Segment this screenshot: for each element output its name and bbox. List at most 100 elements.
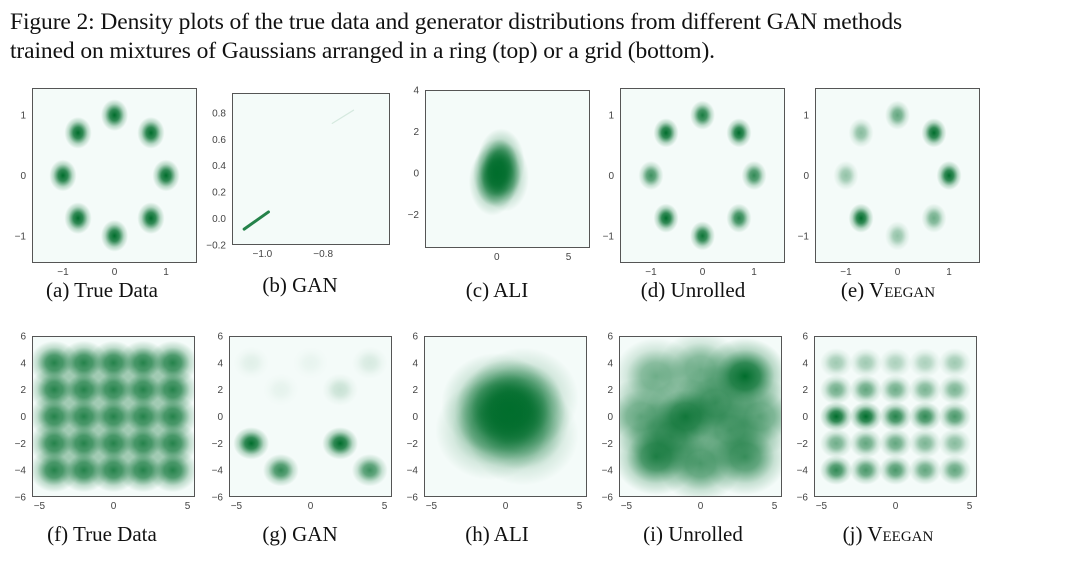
density-mode <box>137 202 165 235</box>
y-tick-label: 2 <box>607 385 613 396</box>
density-mode <box>233 346 270 380</box>
y-tick-label: 0 <box>607 412 613 423</box>
density-mode <box>819 428 853 459</box>
y-tick-label: 4 <box>20 358 26 369</box>
density-mode <box>921 203 947 233</box>
density-mode <box>908 374 942 405</box>
density-mode <box>741 160 767 191</box>
density-plot-f: −5 0 5 6 4 2 0 −2 −4 −6 <box>15 332 195 512</box>
y-tick-label: −4 <box>15 466 27 477</box>
density-mode <box>879 374 912 405</box>
x-tick-label: 5 <box>772 501 778 512</box>
density-mode <box>849 455 883 485</box>
x-tick-label: 0 <box>698 501 704 512</box>
density-mode <box>100 219 129 252</box>
density-mode <box>885 100 910 130</box>
y-tick-label: 4 <box>802 358 808 369</box>
density-mode <box>908 348 942 378</box>
plot-frame <box>815 88 980 263</box>
subfigure-prefix: (e) V <box>840 278 885 302</box>
density-plot-i: −5 0 5 6 4 2 0 −2 −4 −6 <box>602 332 782 512</box>
x-tick-label: 0 <box>700 267 706 278</box>
x-tick-label: −5 <box>426 501 438 512</box>
y-tick-label: 0 <box>412 412 418 423</box>
density-mode <box>848 118 874 148</box>
density-mode <box>908 428 942 459</box>
y-tick-label: 0.2 <box>212 188 226 199</box>
y-tick-label: −4 <box>602 466 614 477</box>
density-mode <box>885 221 910 251</box>
subfigure-prefix: (h) ALI <box>465 522 529 546</box>
density-mode <box>819 374 853 405</box>
density-mode <box>879 401 912 432</box>
y-tick-label: −1 <box>603 231 615 242</box>
density-mode <box>690 100 715 130</box>
density-mode <box>653 118 679 148</box>
y-tick-label: −2 <box>15 439 27 450</box>
density-mode <box>292 346 329 380</box>
density-plot-d: −1 0 1 1 0 −1 <box>603 88 785 278</box>
plot-frame <box>424 336 587 497</box>
density-mode <box>938 455 972 485</box>
density-mode <box>628 398 714 475</box>
plot-frame <box>229 336 392 497</box>
subfigure-prefix: (b) GAN <box>262 273 338 297</box>
y-tick-label: −2 <box>408 210 420 221</box>
density-plot-j: −5 0 5 6 4 2 0 −2 −4 −6 <box>797 332 977 512</box>
x-tick-label: 1 <box>946 267 952 278</box>
density-mode <box>690 221 715 251</box>
y-tick-label: −4 <box>797 466 809 477</box>
subfigure-smallcaps: eegan <box>882 522 934 546</box>
density-mode <box>64 202 92 235</box>
plot-frame <box>620 88 785 263</box>
density-mode <box>638 160 664 191</box>
y-tick-label: 0 <box>20 412 26 423</box>
x-tick-label: −5 <box>816 501 828 512</box>
density-mode <box>233 427 270 460</box>
density-mode <box>653 203 679 233</box>
density-mode <box>726 203 752 233</box>
density-mode <box>849 428 883 459</box>
density-mode <box>262 373 299 406</box>
y-tick-label: −6 <box>797 493 809 504</box>
y-tick-label: −1 <box>15 231 27 242</box>
y-tick-label: 4 <box>217 358 223 369</box>
x-tick-label: −1 <box>57 267 69 278</box>
density-mode <box>658 336 743 408</box>
density-mode <box>938 374 972 405</box>
x-tick-label: 5 <box>566 252 572 263</box>
y-tick-label: 2 <box>802 385 808 396</box>
density-mode <box>148 448 195 493</box>
plot-frame <box>32 336 195 497</box>
y-tick-label: 1 <box>20 111 26 122</box>
y-tick-label: 2 <box>413 127 419 138</box>
y-tick-label: 2 <box>412 385 418 396</box>
density-mode <box>819 348 853 378</box>
plot-frame <box>425 90 590 248</box>
y-tick-label: 2 <box>20 385 26 396</box>
y-tick-label: 0 <box>802 412 808 423</box>
density-mode <box>879 428 912 459</box>
x-tick-label: −1 <box>645 267 657 278</box>
x-tick-label: 1 <box>163 267 169 278</box>
x-tick-label: −5 <box>34 501 46 512</box>
plot-svg-c: 0 5 4 2 0 −2 <box>408 86 590 263</box>
subfigure-label-d: (d) Unrolled <box>641 278 745 303</box>
subfigure-label-e: (e) Veegan <box>841 278 935 303</box>
density-mode <box>49 159 77 192</box>
plot-svg-j: −5 0 5 6 4 2 0 −2 −4 −6 <box>797 332 977 512</box>
plot-svg-a: −1 0 1 1 0 −1 <box>15 88 197 278</box>
density-plot-b: −1.0 −0.8 0.8 0.6 0.4 0.2 0.0 −0.2 <box>206 93 390 260</box>
density-mode <box>152 159 180 192</box>
density-mode <box>938 401 972 432</box>
density-plot-c: 0 5 4 2 0 −2 <box>408 86 590 263</box>
density-mode <box>936 160 962 191</box>
subfigure-prefix: (f) True Data <box>47 522 157 546</box>
plot-svg-i: −5 0 5 6 4 2 0 −2 −4 −6 <box>602 332 782 512</box>
x-tick-label: −0.8 <box>313 249 333 260</box>
subfigure-label-j: (j) Veegan <box>843 522 934 547</box>
y-tick-label: −1 <box>798 231 810 242</box>
density-mode <box>351 346 388 380</box>
density-mode <box>467 385 579 486</box>
density-mode <box>262 453 299 487</box>
